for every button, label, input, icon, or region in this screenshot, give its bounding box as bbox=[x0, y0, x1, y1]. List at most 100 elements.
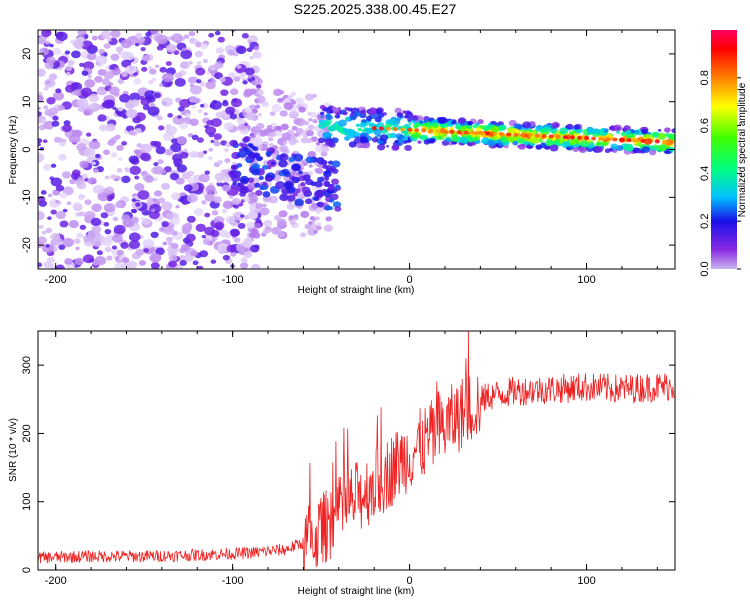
heatmap-cell bbox=[131, 198, 137, 203]
heatmap-cell bbox=[408, 131, 412, 135]
heatmap-cell bbox=[625, 129, 632, 135]
heatmap-cell bbox=[134, 128, 142, 134]
heatmap-cell bbox=[233, 76, 241, 82]
heatmap-cell bbox=[164, 148, 174, 156]
heatmap-cell bbox=[61, 138, 67, 143]
heatmap-cell bbox=[200, 104, 205, 108]
heatmap-cell bbox=[215, 111, 224, 119]
heatmap-cell bbox=[214, 61, 224, 69]
heatmap-cell bbox=[399, 138, 403, 143]
heatmap-cell bbox=[612, 137, 618, 142]
heatmap-cell bbox=[226, 244, 237, 253]
heatmap-cell bbox=[280, 123, 289, 131]
heatmap-cell bbox=[572, 147, 579, 153]
heatmap-cell bbox=[142, 239, 155, 249]
heatmap-cell bbox=[253, 46, 260, 51]
heatmap-cell bbox=[246, 222, 255, 229]
heatmap-cell bbox=[212, 100, 218, 104]
heatmap-cell bbox=[180, 151, 189, 159]
heatmap-cell bbox=[62, 237, 74, 248]
heatmap-cell bbox=[612, 149, 618, 154]
heatmap-cell bbox=[443, 133, 447, 137]
heatmap-cell bbox=[245, 112, 256, 121]
heatmap-cell bbox=[449, 126, 455, 131]
heatmap-cell bbox=[419, 120, 424, 124]
heatmap-cell bbox=[189, 83, 195, 88]
heatmap-cell bbox=[355, 123, 360, 127]
heatmap-cell bbox=[651, 131, 658, 137]
heatmap-cell bbox=[290, 91, 297, 97]
heatmap-cell bbox=[108, 82, 114, 87]
heatmap-cell bbox=[121, 214, 131, 222]
heatmap-cell bbox=[342, 111, 348, 116]
heatmap-cell bbox=[304, 198, 313, 205]
heatmap-cell bbox=[412, 132, 421, 139]
heatmap-cell bbox=[542, 126, 550, 133]
heatmap-cell bbox=[528, 128, 533, 132]
heatmap-cell bbox=[266, 124, 273, 130]
heatmap-cell bbox=[76, 143, 87, 152]
heatmap-cell bbox=[49, 43, 54, 48]
y-tick-label: 0 bbox=[21, 146, 33, 152]
heatmap-cell bbox=[271, 226, 282, 235]
heatmap-cell bbox=[534, 133, 540, 138]
heatmap-cell bbox=[92, 184, 105, 194]
heatmap-cell bbox=[229, 139, 238, 147]
heatmap-cell bbox=[240, 185, 246, 190]
heatmap-cell bbox=[239, 214, 245, 218]
heatmap-cell bbox=[180, 61, 189, 69]
heatmap-cell bbox=[238, 148, 244, 152]
heatmap-cell bbox=[301, 186, 311, 194]
heatmap-cell bbox=[165, 212, 174, 220]
heatmap-cell bbox=[255, 203, 263, 210]
heatmap-cell bbox=[313, 196, 320, 202]
heatmap-cell bbox=[247, 182, 257, 190]
x-tick-label: -100 bbox=[222, 274, 244, 286]
heatmap-cell bbox=[281, 168, 290, 175]
heatmap-cell bbox=[159, 83, 164, 87]
heatmap-cell bbox=[292, 192, 298, 197]
heatmap-cell bbox=[298, 106, 306, 113]
heatmap-cell bbox=[231, 197, 241, 206]
heatmap-cell bbox=[499, 132, 505, 137]
heatmap-cell bbox=[337, 119, 347, 127]
heatmap-cell bbox=[576, 135, 582, 140]
heatmap-cell bbox=[635, 130, 640, 134]
heatmap-cell bbox=[286, 203, 296, 210]
heatmap-cell bbox=[471, 141, 477, 146]
heatmap-cell bbox=[481, 140, 485, 144]
heatmap-cell bbox=[138, 259, 147, 266]
heatmap-cell bbox=[183, 148, 188, 153]
snr-ylabel: SNR (10 * v/v) bbox=[8, 418, 19, 482]
y-tick-label: 20 bbox=[21, 48, 33, 60]
heatmap-cell bbox=[237, 150, 248, 158]
heatmap-cell bbox=[321, 159, 328, 166]
heatmap-cell bbox=[187, 76, 197, 84]
heatmap-cell bbox=[477, 131, 483, 136]
heatmap-cell bbox=[144, 90, 157, 100]
heatmap-cell bbox=[153, 92, 161, 99]
heatmap-cell bbox=[100, 212, 109, 219]
heatmap-cell bbox=[535, 144, 543, 150]
heatmap-cell bbox=[306, 138, 313, 144]
heatmap-cell bbox=[231, 98, 238, 103]
heatmap-cell bbox=[165, 236, 173, 243]
heatmap-cell bbox=[595, 146, 604, 153]
heatmap-cell bbox=[230, 220, 239, 228]
heatmap-cell bbox=[625, 144, 634, 152]
heatmap-cell bbox=[314, 216, 320, 221]
heatmap-cell bbox=[55, 211, 66, 220]
heatmap-cell bbox=[79, 62, 85, 67]
heatmap-cell bbox=[133, 78, 142, 85]
heatmap-cell bbox=[174, 72, 183, 79]
heatmap-cell bbox=[180, 111, 186, 116]
heatmap-cell bbox=[231, 174, 241, 183]
heatmap-cell bbox=[269, 131, 277, 137]
heatmap-cell bbox=[179, 98, 191, 108]
heatmap-cell bbox=[146, 197, 154, 203]
heatmap-cell bbox=[289, 110, 298, 118]
heatmap-cell bbox=[321, 145, 330, 153]
x-tick-label: -200 bbox=[45, 575, 67, 587]
heatmap-cell bbox=[219, 77, 226, 83]
heatmap-cell bbox=[105, 99, 115, 108]
